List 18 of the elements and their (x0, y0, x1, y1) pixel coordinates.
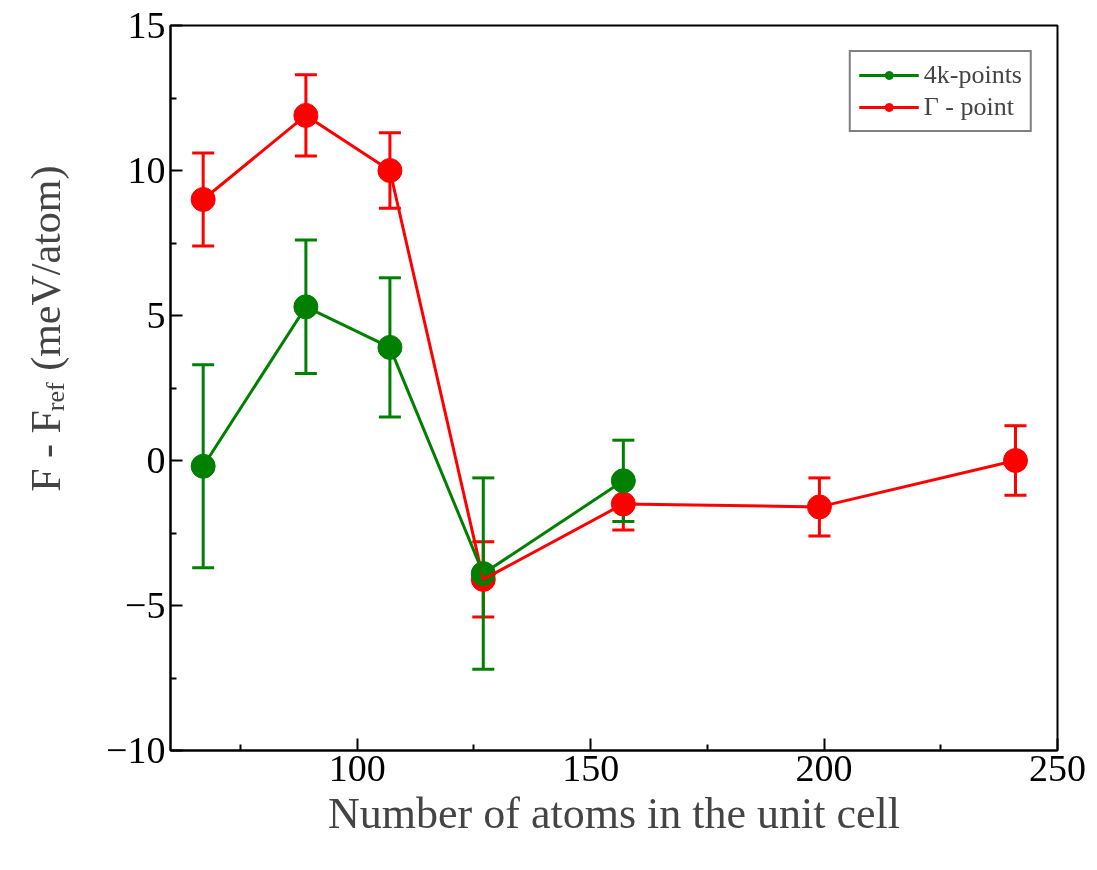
y-tick-label: 5 (146, 294, 166, 336)
x-tick-label: 100 (328, 746, 386, 789)
x-tick-label: 150 (562, 746, 620, 789)
point (1002, 448, 1028, 473)
y-tick-label: 10 (127, 149, 166, 191)
y-tick-label: 15 (127, 4, 166, 46)
legend-label: Γ - point (923, 92, 1014, 122)
legend-label: 4k-points (923, 60, 1022, 90)
x-tick-label: 200 (795, 746, 853, 789)
point (190, 187, 216, 212)
point (610, 468, 636, 494)
point (190, 453, 216, 479)
y-tick-label: −10 (106, 729, 166, 771)
x-axis-title: Number of atoms in the unit cell (328, 788, 900, 838)
y-tick-label: −5 (125, 584, 166, 626)
y-tick-label: 0 (146, 439, 166, 481)
x-tick-label: 250 (1029, 746, 1086, 789)
y-axis-title: F - Fref (meV/atom) (22, 165, 70, 492)
